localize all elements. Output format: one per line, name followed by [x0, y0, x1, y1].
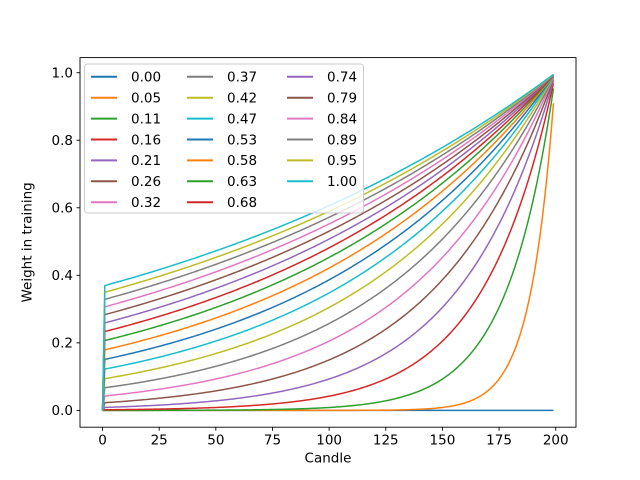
x-tick-label: 100: [316, 433, 342, 449]
legend-entry: 0.16: [91, 132, 161, 148]
legend-label: 0.58: [227, 153, 257, 169]
legend-entry: 0.00: [91, 70, 161, 86]
series-line-0.21: [101, 80, 555, 411]
legend-label: 0.89: [327, 132, 357, 148]
legend: 0.00 0.05 0.11 0.16 0.21 0.26 0.32 0.37 0.42 0.47…: [84, 63, 364, 214]
legend-label: 0.00: [131, 70, 161, 86]
x-tick-label: 125: [373, 433, 399, 449]
y-tick-label: 0.4: [52, 268, 73, 284]
x-tick-label: 200: [543, 433, 569, 449]
legend-label: 0.63: [227, 174, 257, 190]
legend-label: 0.42: [227, 91, 257, 107]
y-tick-label: 0.8: [52, 133, 73, 149]
legend-label: 0.74: [327, 70, 357, 86]
legend-label: 0.47: [227, 111, 257, 127]
legend-entry: 0.68: [187, 195, 257, 211]
series-line-0.79: [101, 74, 554, 411]
legend-entry: 0.47: [187, 111, 257, 127]
legend-entry: 0.32: [91, 195, 161, 211]
legend-label: 1.00: [327, 174, 357, 190]
series-line-0.47: [101, 75, 555, 411]
series-line-0.68: [101, 74, 555, 411]
legend-label: 0.68: [227, 195, 257, 211]
legend-frame: [84, 63, 364, 214]
legend-label: 0.37: [227, 70, 257, 86]
x-tick-label: 50: [207, 433, 224, 449]
y-tick-label: 0.0: [52, 403, 73, 419]
legend-entry: 1.00: [287, 174, 357, 190]
legend-entry: 0.58: [187, 153, 257, 169]
legend-entry: 0.79: [287, 91, 357, 107]
legend-entry: 0.95: [287, 153, 357, 169]
y-axis-label: Weight in training: [20, 182, 36, 302]
series-line-0.58: [101, 75, 555, 411]
series-line-0.11: [102, 88, 555, 412]
series-line-0.26: [101, 78, 555, 411]
legend-entry: 0.26: [91, 174, 161, 190]
y-tick-label: 0.6: [52, 201, 73, 217]
legend-entry: 0.21: [91, 153, 161, 169]
legend-label: 0.79: [327, 91, 357, 107]
series-lines: [101, 73, 555, 412]
legend-label: 0.16: [131, 132, 161, 148]
legend-label: 0.95: [327, 153, 357, 169]
series-line-0.63: [101, 74, 555, 411]
legend-entry: 0.37: [187, 70, 257, 86]
series-line-0.37: [101, 76, 555, 411]
legend-label: 0.11: [131, 111, 161, 127]
series-line-0.74: [101, 74, 554, 411]
legend-label: 0.53: [227, 132, 257, 148]
legend-label: 0.84: [327, 111, 357, 127]
legend-entry: 0.11: [91, 111, 161, 127]
x-tick-label: 75: [264, 433, 281, 449]
series-line-0.84: [101, 74, 554, 411]
legend-label: 0.05: [131, 91, 161, 107]
axes-spines: [79, 57, 577, 428]
y-tick-label: 0.2: [52, 336, 73, 352]
legend-entry: 0.89: [287, 132, 357, 148]
series-line-0.53: [101, 75, 555, 411]
legend-entry: 0.63: [187, 174, 257, 190]
x-tick-label: 0: [98, 433, 107, 449]
legend-entry: 0.53: [187, 132, 257, 148]
legend-entry: 0.74: [287, 70, 357, 86]
series-line-0.16: [102, 83, 555, 412]
series-line-0.89: [101, 74, 554, 411]
legend-entry: 0.05: [91, 91, 161, 107]
x-tick-label: 175: [486, 433, 512, 449]
x-axis-label: Candle: [305, 451, 352, 467]
x-tick-label: 150: [430, 433, 456, 449]
x-axis: 0 25 50 75 100 125 150 175 200: [98, 427, 569, 449]
y-tick-label: 1.0: [52, 66, 73, 82]
y-axis: 0.0 0.2 0.4 0.6 0.8 1.0: [52, 66, 80, 419]
legend-entry: 0.42: [187, 91, 257, 107]
legend-label: 0.21: [131, 153, 161, 169]
series-line-0.42: [101, 76, 555, 411]
series-line-0.32: [101, 77, 555, 411]
x-tick-label: 25: [151, 433, 168, 449]
legend-label: 0.26: [131, 174, 161, 190]
legend-entry: 0.84: [287, 111, 357, 127]
legend-label: 0.32: [131, 195, 161, 211]
